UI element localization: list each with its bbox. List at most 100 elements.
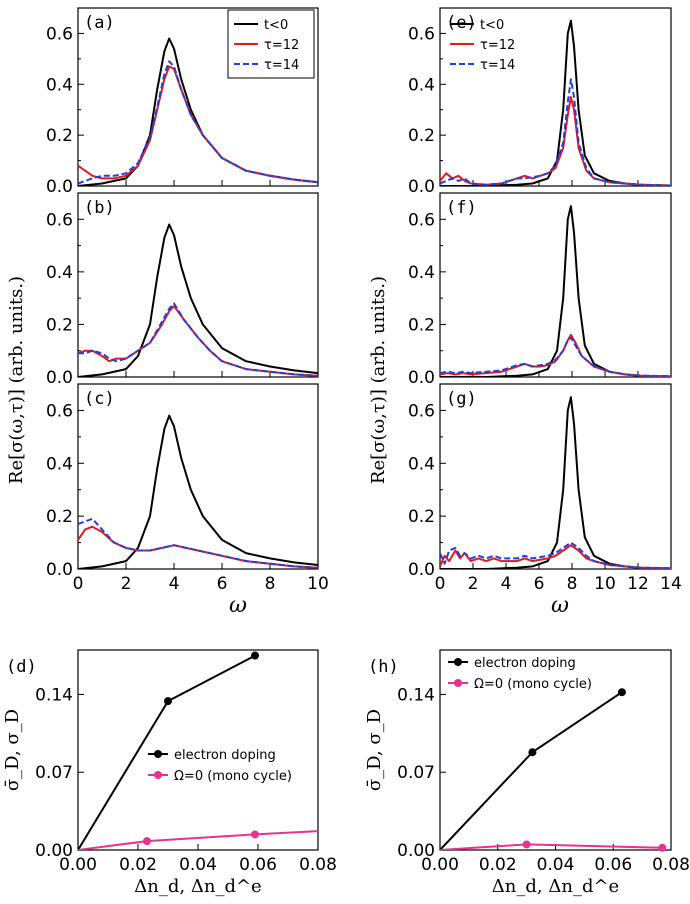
panel-h: 0.00 0.07 0.14 0.00 0.02 0.04 0.06 0.08 (h) elect… [364, 649, 690, 897]
right-xlabel: ω [551, 593, 569, 618]
series-line-t0 [78, 414, 318, 569]
y-tick-label: 0.00 [397, 841, 435, 861]
panel-label: (b) [84, 198, 115, 218]
x-tick-label: 10 [594, 574, 616, 594]
y-tick-label: 0.2 [408, 126, 435, 146]
y-tick-label: 0.2 [408, 507, 435, 527]
y-tick-label: 0.0 [46, 560, 73, 580]
x-tick-label: 4 [169, 574, 180, 594]
y-tick-label: 0.4 [408, 454, 435, 474]
panel-label: (d) [6, 657, 37, 677]
x-tick-label: 0.04 [537, 855, 575, 875]
y-tick-label: 0.6 [408, 210, 435, 230]
x-tick-label: 8 [265, 574, 276, 594]
y-tick-label: 0.0 [46, 368, 73, 388]
series-line-12 [440, 96, 671, 186]
legend-marker [154, 771, 162, 779]
y-tick-label: 0.00 [35, 841, 73, 861]
plot-frame [439, 7, 672, 187]
series-line-t0 [440, 205, 671, 377]
panel-label: (h) [368, 657, 399, 677]
y-tick-label: 0.07 [35, 763, 73, 783]
right-ylabel: Re[σ(ω,τ)] (arb. units.) [368, 276, 389, 484]
y-tick-label: 0.0 [408, 368, 435, 388]
data-point [251, 830, 259, 839]
y-tick-label: 0.2 [46, 126, 73, 146]
series-line-t0 [440, 19, 671, 186]
series-line-14 [440, 336, 671, 377]
left-ylabel: Re[σ(ω,τ)] (arb. units.) [6, 276, 27, 484]
panel-a: 0.0 0.2 0.4 0.6 (a) t<0 τ=12 τ=14 [46, 7, 319, 197]
legend-label: Ω=0 (mono cycle) [474, 677, 592, 692]
x-tick-label: 8 [567, 574, 578, 594]
x-tick-label: 6 [217, 574, 228, 594]
panel-e: 0.00.20.40.6(e) t<0τ=12τ=14 [408, 7, 672, 197]
x-tick-label: 10 [307, 574, 329, 594]
x-tick-label: 0.00 [59, 855, 97, 875]
panel-d: 0.00 0.07 0.14 0.00 0.02 0.04 0.06 0.08 (d) elect… [2, 649, 337, 897]
panel-label: (c) [84, 389, 115, 409]
panel-label: (g) [446, 389, 477, 409]
series-line-14 [78, 60, 318, 185]
series-line-12 [78, 305, 318, 377]
x-tick-label: 2 [121, 574, 132, 594]
y-tick-label: 0.0 [46, 177, 73, 197]
x-tick-label: 0.06 [239, 855, 277, 875]
data-point [528, 748, 537, 757]
ylabel: σ̄_D, σ_D [2, 709, 23, 791]
xlabel: Δn_d, Δn_d^e [492, 876, 619, 897]
y-tick-label: 0.14 [35, 685, 73, 705]
x-tick-label: 12 [627, 574, 649, 594]
data-point [617, 688, 626, 697]
legend-label: electron doping [474, 656, 576, 671]
x-tick-label: 0 [73, 574, 84, 594]
y-tick-label: 0.0 [408, 177, 435, 197]
x-tick-label: 0.04 [179, 855, 217, 875]
panel-label: (f) [446, 198, 477, 218]
y-tick-label: 0.6 [46, 401, 73, 421]
series-line-14 [78, 302, 318, 377]
y-tick-label: 0.07 [397, 763, 435, 783]
series-line-electrondoping [440, 691, 623, 850]
left-xlabel: ω [229, 593, 247, 618]
x-tick-label: 2 [468, 574, 479, 594]
x-tick-label: 0.02 [479, 855, 517, 875]
series-line-t0 [78, 223, 318, 377]
x-tick-label: 6 [534, 574, 545, 594]
legend-label: τ=12 [480, 38, 515, 53]
x-tick-label: 0.02 [119, 855, 157, 875]
x-tick-label: 4 [501, 574, 512, 594]
series-line-t0 [440, 396, 671, 569]
legend-label: t<0 [480, 18, 504, 33]
y-tick-label: 0.6 [408, 401, 435, 421]
y-tick-label: 0.4 [46, 454, 73, 474]
series-line-0monocycle [78, 830, 318, 850]
y-tick-label: 0.4 [408, 263, 435, 283]
xlabel: Δn_d, Δn_d^e [134, 876, 261, 897]
x-tick-label: 0.08 [299, 855, 337, 875]
panel-label: (a) [84, 13, 115, 33]
y-tick-label: 0.6 [46, 210, 73, 230]
y-tick-label: 0.2 [46, 315, 73, 335]
y-tick-label: 0.14 [397, 685, 435, 705]
data-point [143, 837, 151, 846]
x-tick-label: 0.00 [421, 855, 459, 875]
series-line-14 [440, 78, 671, 186]
legend-label: τ=12 [264, 38, 299, 53]
series-line-14 [78, 517, 318, 569]
x-tick-label: 0.08 [652, 855, 690, 875]
panel-b: 0.0 0.2 0.4 0.6 (b) [46, 192, 319, 388]
ylabel: σ̄_D, σ_D [364, 709, 385, 791]
data-point [251, 651, 259, 660]
y-tick-label: 0.0 [408, 560, 435, 580]
legend-label: t<0 [264, 18, 288, 33]
legend-marker [454, 679, 462, 687]
data-point [522, 840, 531, 849]
legend-marker [454, 658, 462, 666]
panels-group: 0.0 0.2 0.4 0.6 (a) t<0 τ=12 τ=14 0.0 0.2 0.4 0.6 (b… [2, 7, 690, 897]
data-point [658, 843, 667, 852]
y-tick-label: 0.4 [46, 263, 73, 283]
y-tick-label: 0.4 [408, 75, 435, 95]
panel-g: 0.0 0.2 0.4 0.6 0 2 4 6 8 10 12 14 (g) [408, 383, 682, 594]
